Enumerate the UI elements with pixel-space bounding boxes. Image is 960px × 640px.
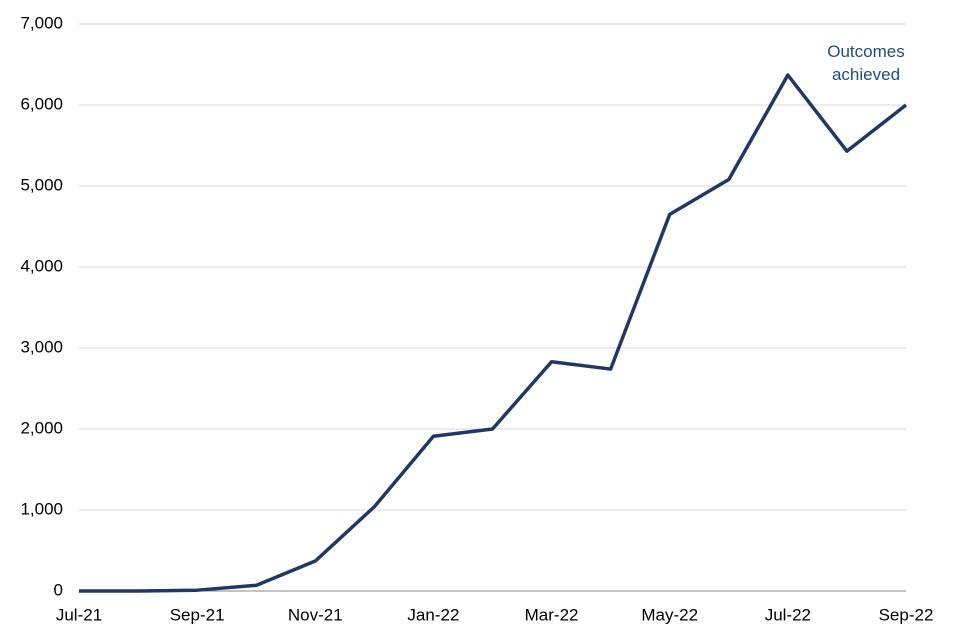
x-tick-label: Jul-21 (56, 605, 102, 624)
x-tick-label: Jul-22 (765, 605, 811, 624)
x-tick-label: Nov-21 (288, 605, 343, 624)
y-tick-label: 4,000 (20, 256, 63, 275)
y-tick-label: 0 (54, 580, 63, 599)
x-tick-label: Sep-22 (879, 605, 934, 624)
x-tick-label: Sep-21 (170, 605, 225, 624)
y-tick-label: 2,000 (20, 418, 63, 437)
series-label: Outcomes achieved (827, 42, 905, 84)
x-tick-label: Mar-22 (525, 605, 579, 624)
y-tick-label: 3,000 (20, 337, 63, 356)
y-tick-label: 5,000 (20, 175, 63, 194)
y-tick-label: 6,000 (20, 94, 63, 113)
y-tick-label: 7,000 (20, 13, 63, 32)
line (79, 73, 908, 593)
x-tick-label: Jan-22 (407, 605, 459, 624)
y-tick-label: 1,000 (20, 499, 63, 518)
x-tick-label: May-22 (641, 605, 698, 624)
